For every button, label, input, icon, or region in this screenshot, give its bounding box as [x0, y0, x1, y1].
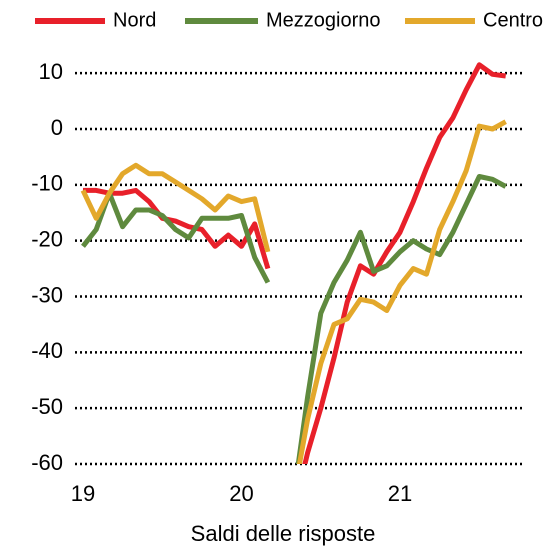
y-tick-label: -20 — [31, 226, 63, 251]
legend-label: Centro — [483, 9, 543, 31]
legend-label: Nord — [113, 9, 156, 31]
legend-label: Mezzogiorno — [266, 9, 381, 31]
line-series — [81, 174, 507, 464]
y-tick-label: 0 — [51, 115, 63, 140]
line-series — [80, 119, 507, 464]
y-tick-label: -40 — [31, 338, 63, 363]
line-series — [83, 62, 507, 464]
y-tick-label: -10 — [31, 171, 63, 196]
x-tick-label: 20 — [229, 481, 253, 506]
x-tick-label: 19 — [71, 481, 95, 506]
y-tick-label: -30 — [31, 282, 63, 307]
y-tick-label: 10 — [39, 59, 63, 84]
y-tick-label: -50 — [31, 394, 63, 419]
x-axis-label: Saldi delle risposte — [191, 521, 376, 546]
plot-area — [80, 62, 507, 464]
y-tick-label: -60 — [31, 450, 63, 475]
x-tick-label: 21 — [388, 481, 412, 506]
